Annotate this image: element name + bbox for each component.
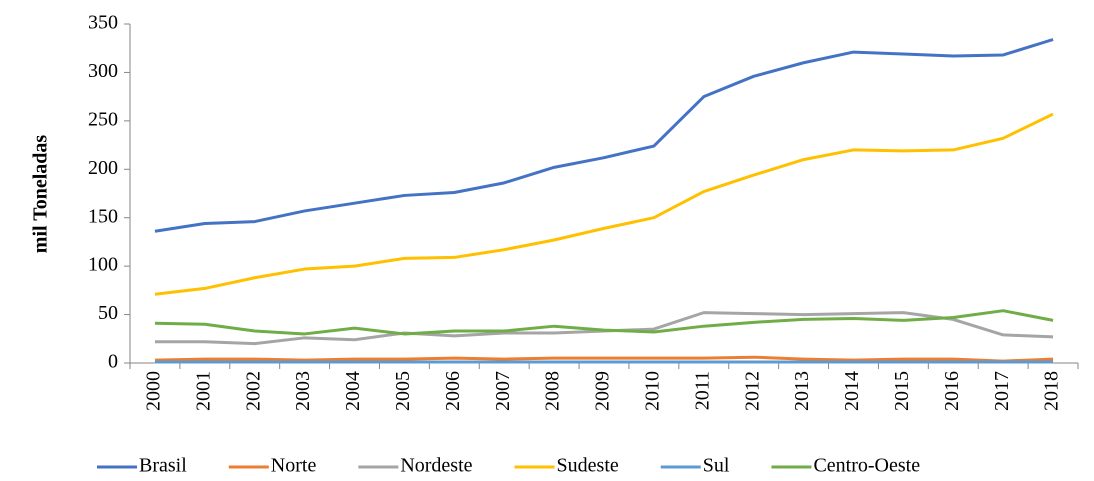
line-series	[154, 309, 1054, 336]
x-tick-label: 2004	[342, 371, 364, 411]
line-series	[154, 311, 1054, 346]
legend-label: Nordeste	[400, 455, 472, 477]
x-tick-label: 2002	[242, 371, 264, 411]
x-tick-label: 2011	[691, 371, 713, 410]
x-tick-label: 2012	[741, 371, 763, 411]
y-tick-label: 300	[88, 60, 118, 82]
x-tick-label: 2007	[492, 371, 514, 411]
x-tick-label: 2009	[592, 371, 614, 411]
y-tick-label: 0	[108, 351, 118, 373]
x-tick-label: 2010	[641, 371, 663, 411]
x-tick-label: 2005	[392, 371, 414, 411]
x-tick-label: 2013	[791, 371, 813, 411]
legend-label: Centro-Oeste	[813, 455, 920, 477]
y-tick-label: 100	[88, 254, 118, 276]
x-tick-label: 2001	[192, 371, 214, 411]
legend-label: Sul	[703, 455, 730, 477]
y-axis-label: mil Toneladas	[30, 135, 52, 254]
x-tick-label: 2014	[841, 371, 863, 411]
x-tick-label: 2018	[1041, 371, 1063, 411]
line-series	[154, 355, 1054, 363]
y-tick-label: 350	[88, 12, 118, 34]
y-tick-label: 150	[88, 205, 118, 227]
legend-label: Norte	[271, 455, 317, 477]
x-tick-label: 2003	[292, 371, 314, 411]
x-tick-label: 2006	[442, 371, 464, 411]
y-tick-label: 250	[88, 108, 118, 130]
y-tick-label: 50	[98, 302, 118, 324]
x-tick-label: 2016	[941, 371, 963, 411]
legend-label: Sudeste	[557, 455, 619, 477]
x-tick-label: 2000	[143, 371, 165, 411]
x-tick-label: 2008	[542, 371, 564, 411]
legend-label: Brasil	[139, 455, 187, 477]
y-tick-label: 200	[88, 157, 118, 179]
line-series	[154, 112, 1054, 296]
x-tick-label: 2017	[991, 371, 1013, 411]
x-tick-label: 2015	[891, 371, 913, 411]
line-series	[154, 38, 1054, 233]
